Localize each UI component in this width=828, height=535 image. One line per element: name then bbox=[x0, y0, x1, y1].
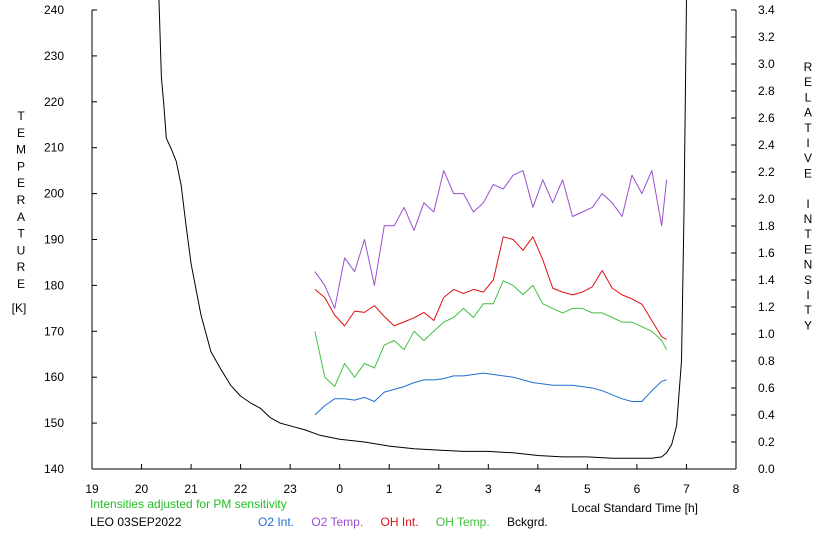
left-tick-label: 170 bbox=[44, 324, 64, 338]
x-tick-label: 7 bbox=[683, 482, 690, 496]
left-axis-label-letter: E bbox=[17, 277, 25, 291]
left-tick-label: 210 bbox=[44, 141, 64, 155]
right-tick-label: 1.6 bbox=[758, 246, 775, 260]
series-layer bbox=[158, 0, 687, 459]
left-axis-label-letter: R bbox=[17, 193, 26, 207]
right-tick-label: 0.8 bbox=[758, 354, 775, 368]
right-axis-label-letter: E bbox=[804, 166, 812, 180]
right-axis-label-letter: T bbox=[804, 303, 812, 317]
series-line-bckgrd bbox=[158, 0, 687, 459]
right-tick-label: 3.4 bbox=[758, 3, 775, 17]
right-tick-label: 2.2 bbox=[758, 165, 775, 179]
right-tick-label: 2.6 bbox=[758, 111, 775, 125]
x-tick-label: 23 bbox=[283, 482, 297, 496]
left-tick-label: 150 bbox=[44, 416, 64, 430]
left-tick-label: 240 bbox=[44, 3, 64, 17]
x-tick-label: 1 bbox=[386, 482, 393, 496]
x-tick-label: 0 bbox=[336, 482, 343, 496]
left-axis-label-letter: U bbox=[17, 243, 26, 257]
legend-o2-temp: O2 Temp. bbox=[311, 515, 364, 529]
right-axis-label-letter: A bbox=[804, 106, 812, 120]
right-axis-label-letter: N bbox=[804, 258, 813, 272]
legend-bckgrd: Bckgrd. bbox=[507, 515, 548, 529]
right-tick-label: 1.2 bbox=[758, 300, 775, 314]
left-tick-label: 140 bbox=[44, 462, 64, 476]
right-axis-label-letter: S bbox=[804, 273, 812, 287]
left-tick-label: 160 bbox=[44, 370, 64, 384]
x-tick-label: 19 bbox=[85, 482, 99, 496]
left-tick-label: 190 bbox=[44, 233, 64, 247]
right-tick-label: 0.6 bbox=[758, 381, 775, 395]
right-tick-label: 0.2 bbox=[758, 435, 775, 449]
left-axis-label-letter: P bbox=[17, 159, 25, 173]
x-tick-label: 6 bbox=[634, 482, 641, 496]
right-tick-label: 1.4 bbox=[758, 273, 775, 287]
legend-o2-int: O2 Int. bbox=[258, 515, 295, 529]
adjustment-note: Intensities adjusted for PM sensitivity bbox=[90, 497, 287, 511]
right-tick-label: 1.0 bbox=[758, 327, 775, 341]
right-axis-label-letter: I bbox=[806, 197, 809, 211]
left-axis-label-letter: T bbox=[17, 109, 25, 123]
left-axis-unit: [K] bbox=[12, 301, 27, 315]
x-axis-ticks: 19 20 21 22 23 0 1 2 3 4 5 6 7 8 bbox=[85, 464, 740, 496]
left-axis-label-letter: E bbox=[17, 126, 25, 140]
series-line-o2-int bbox=[314, 372, 667, 416]
legend-oh-temp: OH Temp. bbox=[435, 515, 490, 529]
left-tick-label: 220 bbox=[44, 95, 64, 109]
series-line-oh-temp bbox=[314, 280, 668, 387]
right-axis-label-letter: T bbox=[804, 121, 812, 135]
right-axis-label-letter: R bbox=[804, 60, 813, 74]
right-tick-label: 0.4 bbox=[758, 408, 775, 422]
station-date: LEO 03SEP2022 bbox=[90, 515, 182, 529]
left-tick-label: 180 bbox=[44, 278, 64, 292]
axes bbox=[91, 10, 737, 470]
left-axis-label-letter: R bbox=[17, 260, 26, 274]
legend-oh-int: OH Int. bbox=[380, 515, 419, 529]
right-tick-label: 2.4 bbox=[758, 138, 775, 152]
right-tick-label: 2.0 bbox=[758, 192, 775, 206]
right-axis-label-letter: V bbox=[804, 151, 812, 165]
right-axis-label-letter: Y bbox=[804, 318, 812, 332]
right-tick-label: 1.8 bbox=[758, 219, 775, 233]
right-axis-label-letter: N bbox=[804, 212, 813, 226]
right-tick-label: 2.8 bbox=[758, 84, 775, 98]
x-tick-label: 8 bbox=[733, 482, 740, 496]
right-axis-label-letter: E bbox=[804, 242, 812, 256]
left-axis-label-letter: A bbox=[17, 210, 25, 224]
right-axis-label-letter: I bbox=[806, 136, 809, 150]
series-line-o2-temp bbox=[314, 170, 668, 309]
series-line-oh-int bbox=[314, 236, 667, 340]
x-tick-label: 20 bbox=[135, 482, 149, 496]
x-tick-label: 21 bbox=[184, 482, 198, 496]
left-tick-label: 200 bbox=[44, 187, 64, 201]
x-axis-label: Local Standard Time [h] bbox=[571, 501, 698, 515]
right-axis-ticks: 0.0 0.2 0.4 0.6 0.8 1.0 1.2 1.4 1.6 1.8 2.0 2.2 2.4 2… bbox=[731, 3, 775, 476]
left-tick-label: 230 bbox=[44, 49, 64, 63]
right-tick-label: 3.0 bbox=[758, 57, 775, 71]
right-axis-label-letter: E bbox=[804, 75, 812, 89]
x-tick-label: 2 bbox=[435, 482, 442, 496]
right-axis-label-letter: T bbox=[804, 227, 812, 241]
x-tick-label: 3 bbox=[485, 482, 492, 496]
x-tick-label: 22 bbox=[234, 482, 248, 496]
x-tick-label: 4 bbox=[535, 482, 542, 496]
right-tick-label: 3.2 bbox=[758, 30, 775, 44]
left-axis-label-letter: T bbox=[17, 227, 25, 241]
left-axis-label-letter: E bbox=[17, 176, 25, 190]
left-axis-label-letter: M bbox=[16, 143, 26, 157]
legend: O2 Int. O2 Temp. OH Int. OH Temp. Bckgrd… bbox=[258, 515, 562, 529]
x-tick-label: 5 bbox=[584, 482, 591, 496]
right-axis-label-letter: I bbox=[806, 288, 809, 302]
left-axis-ticks: 140 150 160 170 180 190 200 210 220 230 240 bbox=[44, 3, 97, 476]
right-axis-label-letter: L bbox=[805, 90, 812, 104]
right-tick-label: 0.0 bbox=[758, 462, 775, 476]
